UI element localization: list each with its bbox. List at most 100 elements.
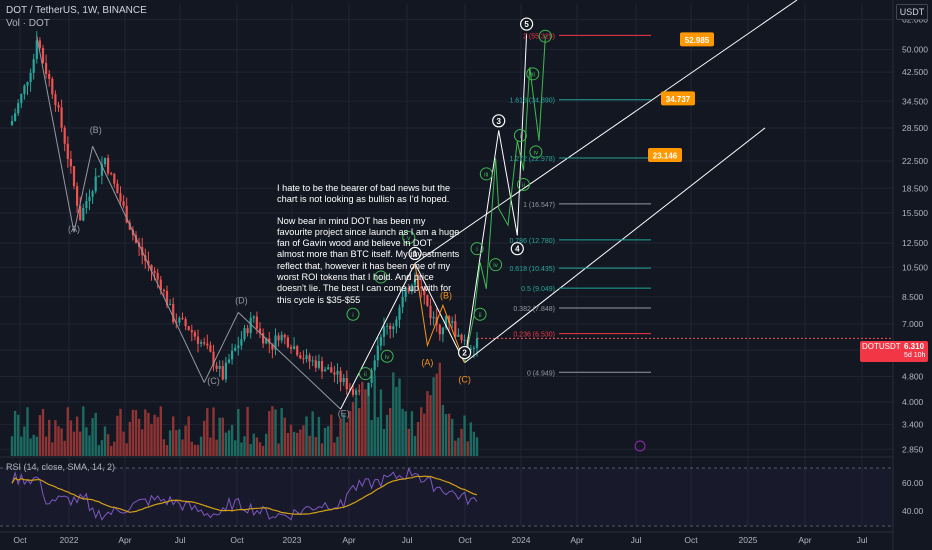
volume-bar (110, 445, 113, 456)
candle-body (116, 183, 119, 194)
price-tick-label: 2.850 (902, 444, 924, 454)
candle-body (345, 377, 348, 390)
sub-wave-marker (479, 167, 493, 181)
volume-bar (420, 407, 423, 456)
time-tick-label: Jul (402, 535, 413, 545)
volume-bar (17, 414, 20, 456)
candle-body (283, 334, 286, 338)
price-tick-label: 18.500 (902, 183, 928, 193)
volume-bar (88, 435, 91, 456)
fib-label: 0.618 (10.435) (509, 266, 555, 273)
volume-bar (237, 409, 240, 456)
volume-bar (398, 378, 401, 456)
candle-body (258, 328, 262, 334)
volume-bar (150, 423, 153, 456)
candle-body (246, 328, 249, 334)
candle-body (314, 360, 317, 368)
currency-button[interactable]: USDT (896, 4, 928, 20)
volume-bar (181, 439, 184, 456)
volume-bar (342, 414, 345, 456)
volume-bar (296, 432, 299, 456)
volume-bar (302, 425, 305, 456)
volume-bar (314, 437, 317, 456)
time-tick-label: Apr (118, 535, 131, 545)
volume-bar (457, 437, 460, 456)
candle-body (113, 173, 116, 184)
sub-wave-label: iv (534, 149, 539, 156)
fib-label: 1.272 (22.978) (509, 156, 555, 163)
candle-body (444, 316, 448, 328)
candle-body (438, 324, 441, 335)
time-tick-label: 2023 (283, 535, 302, 545)
volume-bar (463, 415, 466, 456)
candle-body (379, 336, 382, 346)
candle-body (159, 279, 162, 290)
volume-bar (240, 442, 243, 456)
sub-wave-label: i (520, 133, 521, 140)
candle-body (45, 63, 48, 74)
volume-bar (416, 422, 420, 456)
volume-bar (103, 426, 107, 456)
candle-body (215, 365, 218, 369)
pattern-wave-label: (B) (90, 125, 102, 135)
channel-lower-line (464, 127, 766, 364)
badge-countdown: 5d 10h (904, 352, 926, 359)
candle-body (392, 326, 395, 330)
volume-bar (407, 428, 410, 456)
candle-body (265, 338, 268, 344)
volume-bar (44, 436, 48, 456)
candle-body (35, 40, 38, 60)
volume-bar (190, 441, 193, 456)
volume-bar (258, 442, 262, 456)
correction-wave-label: (B) (440, 290, 452, 300)
candle-body (156, 272, 159, 280)
fib-label: 0.5 (9.049) (521, 286, 555, 293)
sub-wave-marker (529, 145, 543, 159)
candle-body (190, 330, 193, 333)
volume-bar (41, 408, 45, 456)
volume-bar (289, 424, 293, 456)
volume-bar (320, 443, 324, 456)
candle-body (69, 159, 72, 167)
volume-bar (255, 437, 259, 456)
candle-body (243, 328, 246, 340)
candle-body (231, 350, 234, 360)
candle-body (88, 196, 91, 202)
candle-body (103, 157, 107, 165)
sub-wave-label: iii (484, 171, 488, 178)
pattern-line (237, 312, 341, 410)
sub-wave-label: iv (493, 262, 498, 269)
channel-upper-line (414, 0, 798, 264)
volume-bar (82, 406, 85, 456)
candle-body (147, 260, 150, 265)
volume-bar (327, 426, 330, 456)
candle-body (85, 201, 88, 208)
candle-body (299, 355, 302, 359)
volume-bar (348, 410, 352, 456)
idea-note: I hate to be the bearer of bad news but … (277, 183, 460, 316)
volume-bar (75, 416, 79, 456)
sub-wave-marker (402, 231, 416, 245)
volume-bar (165, 445, 169, 456)
time-tick-label: 2025 (739, 535, 758, 545)
volume-bar (196, 444, 200, 456)
volume-bar (460, 428, 463, 456)
candle-body (271, 343, 274, 350)
correction-path (414, 263, 466, 363)
candle-body (51, 78, 54, 95)
volume-bar (199, 436, 203, 456)
time-tick-label: Apr (570, 535, 583, 545)
candle-body (324, 369, 327, 372)
volume-bar (280, 408, 283, 456)
symbol-title[interactable]: DOT / TetherUS, 1W, BINANCE (6, 5, 147, 16)
sub-wave-marker (513, 128, 527, 142)
pattern-wave-label: (D) (235, 296, 248, 306)
volume-bar (209, 437, 212, 456)
volume-bar (137, 418, 141, 456)
candle-body (41, 48, 45, 64)
candle-body (475, 338, 479, 348)
volume-bar (162, 439, 166, 456)
rsi-label[interactable]: RSI (14, close, SMA, 14, 2) (6, 462, 116, 472)
